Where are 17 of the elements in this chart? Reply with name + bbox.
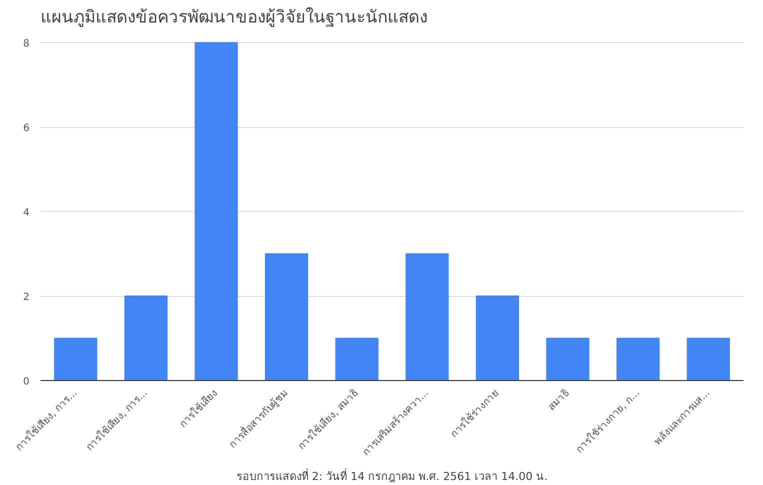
bar <box>124 296 168 380</box>
bar <box>54 338 98 380</box>
bar <box>194 42 238 380</box>
y-tick-label: 4 <box>23 208 30 219</box>
x-axis-title: รอบการแสดงที่ 2: วันที่ 14 กรกฎาคม พ.ศ. 2561 เวลา 14.00 น. <box>236 468 548 483</box>
bar <box>476 296 520 380</box>
bar <box>406 253 449 380</box>
y-tick-label: 8 <box>23 38 30 50</box>
bar <box>546 338 590 380</box>
bar <box>616 338 660 380</box>
y-tick-label: 2 <box>23 292 30 304</box>
bar <box>335 338 378 380</box>
y-tick-label: 6 <box>23 123 30 134</box>
y-tick-label: 0 <box>23 376 30 388</box>
chart-title: แผนภูมิแสดงข้อควรพัฒนาของผู้วิจัยในฐานะนักแสดง <box>40 6 428 28</box>
bar <box>686 338 730 380</box>
bar <box>264 253 308 380</box>
